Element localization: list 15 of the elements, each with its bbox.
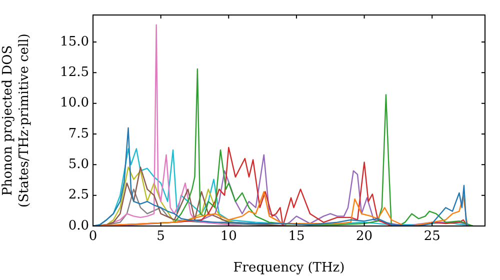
- y-tick-label: 15.0: [60, 34, 89, 50]
- x-tick-label: 5: [156, 229, 165, 244]
- x-tick-label: 20: [356, 229, 373, 244]
- x-axis-title: Frequency (THz): [233, 260, 345, 276]
- x-tick-label: 15: [288, 229, 305, 244]
- x-tick-label: 25: [424, 229, 440, 244]
- y-tick-label: 7.5: [68, 126, 89, 142]
- y-axis-title: Phonon projected DOS (States/THz·primitive cell): [0, 33, 32, 208]
- y-tick-label: 2.5: [68, 188, 89, 203]
- y-tick-label: 12.5: [60, 65, 89, 80]
- y-tick-label: 0.0: [68, 218, 89, 234]
- y-tick-label: 10.0: [60, 96, 89, 111]
- y-tick-label: 5.0: [68, 157, 89, 172]
- x-tick-label: 0: [88, 229, 98, 244]
- x-tick-label: 10: [220, 229, 237, 244]
